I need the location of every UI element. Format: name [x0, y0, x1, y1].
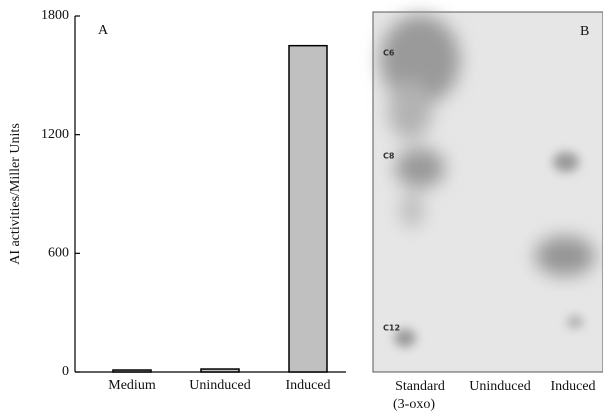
x-tick-label: Uninduced [189, 378, 250, 393]
x-tick-label: Induced [285, 378, 330, 393]
y-tick-label: 600 [48, 246, 69, 261]
lane-label: Induced [550, 379, 595, 394]
panel-label: A [98, 23, 109, 38]
spot-label: C8 [383, 152, 395, 161]
lane-note: (3-oxo) [393, 397, 435, 412]
y-tick-label: 0 [62, 364, 69, 379]
bar [200, 368, 240, 373]
spot-label: C12 [383, 324, 400, 333]
y-tick-label: 1800 [41, 8, 69, 23]
spot-label: C6 [383, 49, 395, 58]
tlc-plate [372, 11, 603, 373]
lane-label: Uninduced [469, 379, 530, 394]
bar [288, 44, 328, 373]
bar [112, 369, 152, 373]
lane-label: Standard [395, 379, 445, 394]
y-tick-label: 1200 [41, 127, 69, 142]
y-axis-label: AI activities/Miller Units [8, 123, 23, 265]
panel-label: B [580, 24, 589, 39]
x-tick-label: Medium [108, 378, 156, 393]
